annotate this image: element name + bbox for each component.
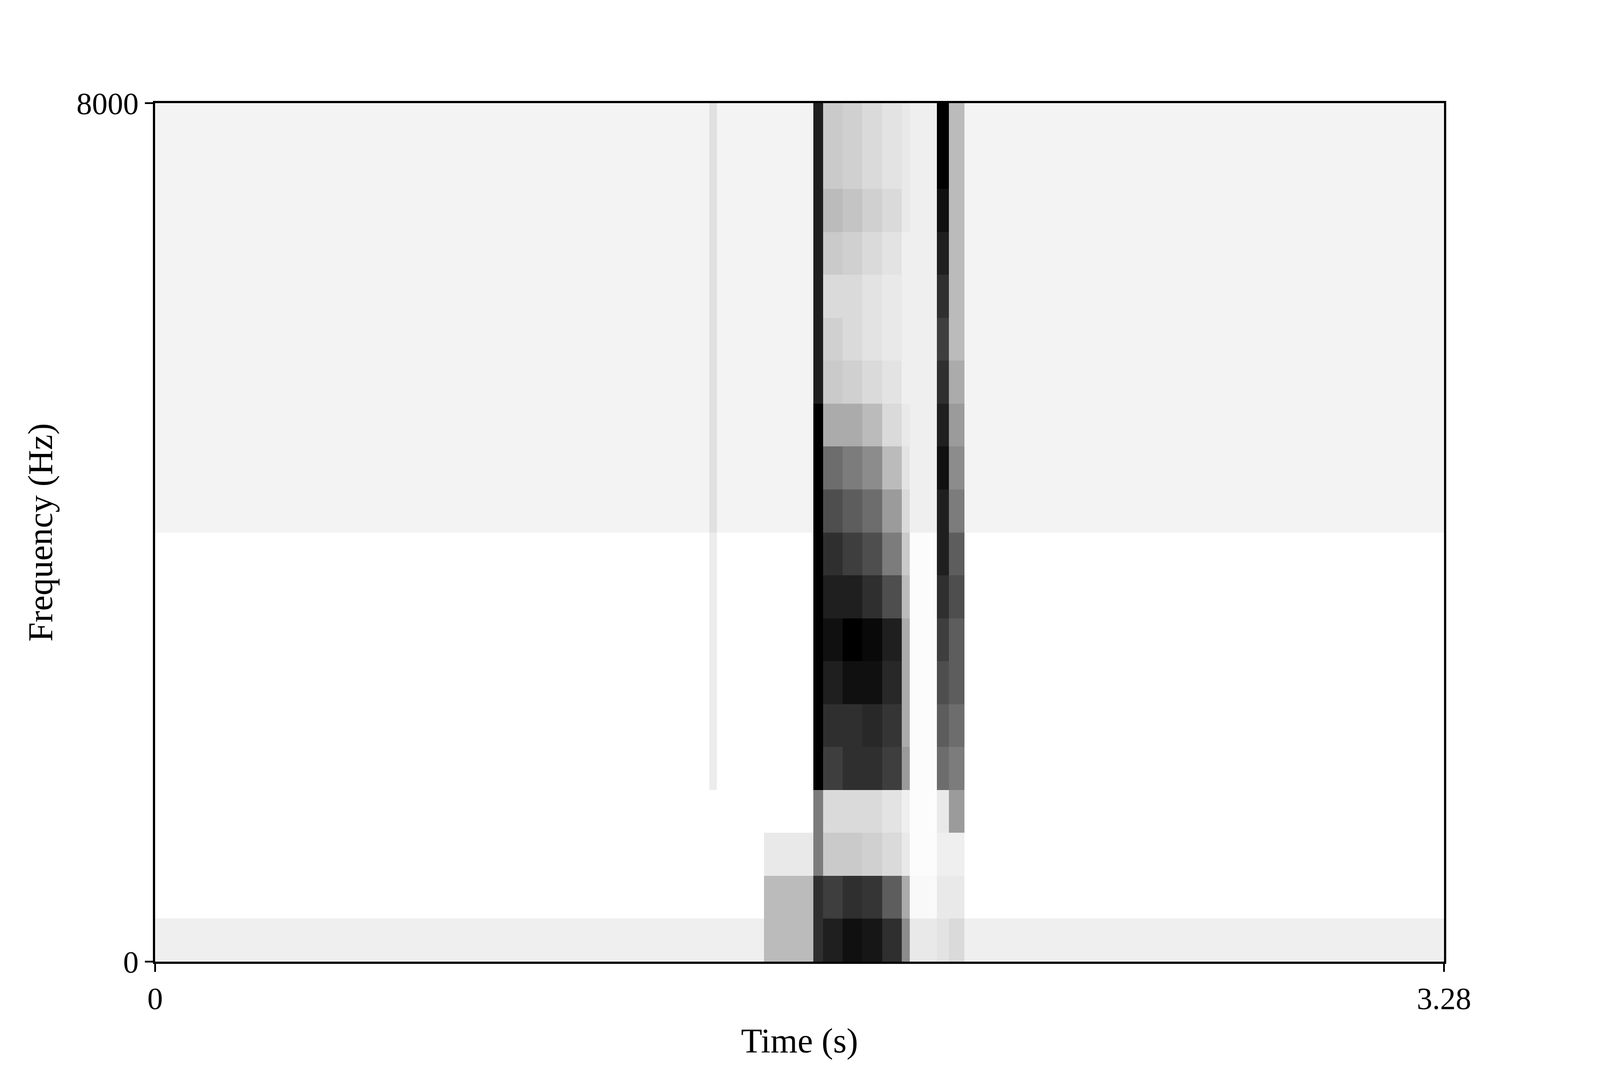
svg-text:3.28: 3.28	[1416, 981, 1472, 1016]
svg-text:Frequency (Hz): Frequency (Hz)	[20, 423, 60, 642]
svg-text:0: 0	[123, 944, 139, 980]
svg-text:0: 0	[147, 981, 164, 1016]
svg-text:Time (s): Time (s)	[740, 1020, 859, 1060]
svg-text:8000: 8000	[76, 86, 139, 121]
